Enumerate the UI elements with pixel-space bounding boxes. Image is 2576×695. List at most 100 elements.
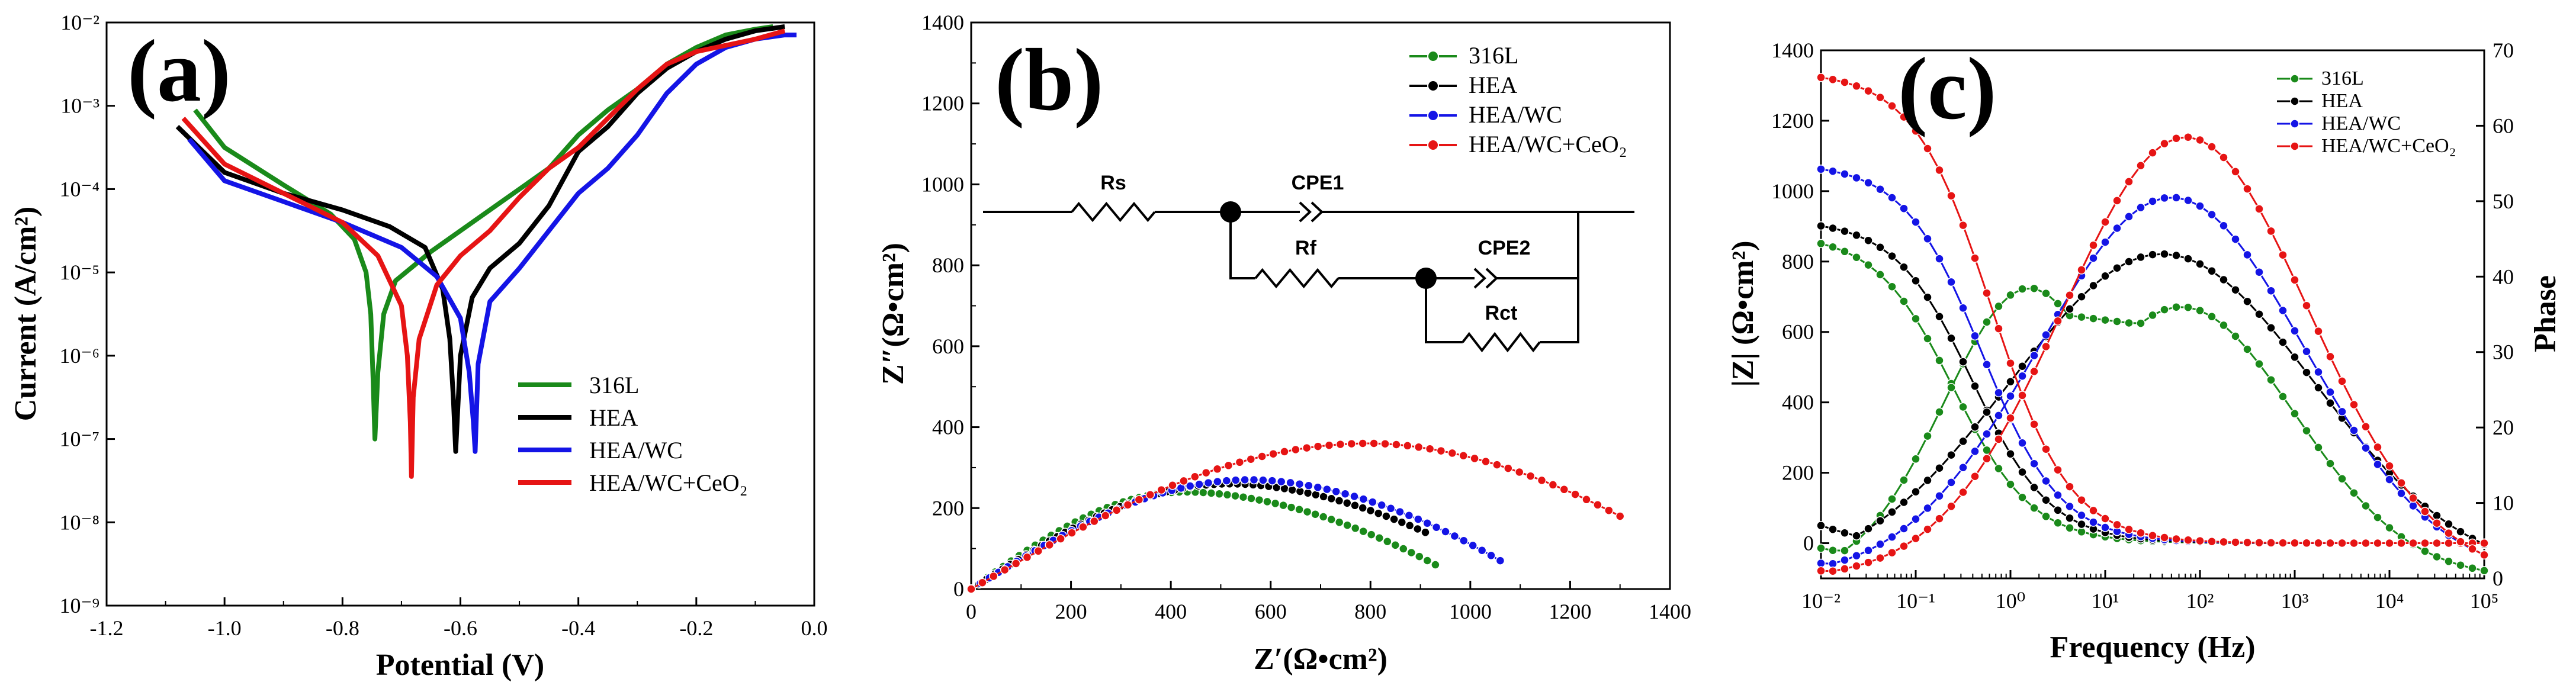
- equivalent-circuit: Rs CPE1 Rf CPE2 Rct: [983, 172, 1634, 353]
- phase-point: [2207, 142, 2217, 152]
- phase-point: [2444, 519, 2453, 529]
- modulus-point: [2160, 533, 2169, 542]
- data-point: [1486, 551, 1496, 561]
- data-point: [1350, 491, 1359, 501]
- phase-point: [2361, 422, 2371, 432]
- y2-tick-label: 40: [2493, 265, 2514, 288]
- phase-point: [1935, 491, 1944, 501]
- y2-tick-label: 0: [2493, 567, 2503, 590]
- phase-point: [2006, 391, 2015, 401]
- series-line-HEA/WC+CeO₂: [971, 442, 1621, 590]
- data-point: [1179, 476, 1189, 486]
- data-point: [1168, 481, 1177, 490]
- data-point: [1291, 445, 1300, 455]
- phase-point: [2195, 259, 2205, 269]
- y-tick-label: 0: [1803, 532, 1814, 555]
- data-point: [1263, 497, 1272, 507]
- modulus-point: [2018, 467, 2027, 477]
- panel-a: -1.2 -1.0 -0.8 -0.6 -0.4 -0.2 0.0 10⁻⁹ 10⁻⁸ 10⁻⁷…: [9, 11, 828, 682]
- phase-point: [2006, 413, 2015, 423]
- modulus-point: [2065, 482, 2074, 491]
- modulus-point: [2029, 503, 2039, 513]
- x-tick-label: 600: [1255, 600, 1287, 623]
- y-tick-label: 200: [1782, 461, 1814, 485]
- modulus-point: [1935, 356, 1944, 365]
- y-axis-label: Z″(Ω•cm²): [876, 243, 910, 385]
- phase-point: [2089, 281, 2098, 291]
- data-point: [1280, 447, 1289, 456]
- modulus-point: [1840, 78, 1849, 87]
- phase-point: [2077, 265, 2086, 275]
- phase-point: [2195, 305, 2205, 316]
- phase-point: [2290, 409, 2299, 419]
- modulus-point: [1864, 260, 1873, 270]
- data-point: [1548, 480, 1558, 490]
- phase-line-HEA: [1820, 253, 2485, 546]
- phase-point: [2124, 177, 2134, 186]
- phase-point: [2112, 263, 2122, 273]
- phase-point: [2349, 426, 2359, 435]
- x-tick-label: 1000: [1449, 600, 1492, 623]
- y-tick-label: 10⁻⁵: [59, 260, 99, 284]
- phase-point: [1816, 558, 1826, 568]
- phase-point: [2385, 461, 2394, 471]
- data-point: [1215, 489, 1224, 499]
- modulus-point: [1852, 230, 1861, 240]
- y-tick-label: 1200: [1771, 109, 1814, 133]
- phase-point: [2148, 250, 2157, 259]
- phase-point: [1947, 382, 1956, 392]
- panel-c: 10⁻² 10⁻¹ 10⁰ 10¹ 10² 10³ 10⁴ 10⁵ 0200400600800…: [1726, 38, 2562, 664]
- data-point: [1414, 442, 1424, 452]
- modulus-point: [2112, 520, 2122, 530]
- modulus-line-HEA: [1820, 225, 2484, 544]
- modulus-point: [1828, 166, 1838, 176]
- data-point: [1286, 478, 1295, 488]
- phase-point: [1911, 487, 1920, 497]
- data-point: [1374, 533, 1385, 543]
- phase-point: [1816, 543, 1826, 553]
- data-point: [1389, 514, 1399, 524]
- legend-label: HEA: [2321, 90, 2363, 112]
- legend-label: HEA/WC: [1469, 101, 1562, 128]
- x-tick-label: -1.2: [90, 616, 124, 640]
- modulus-point: [2254, 538, 2264, 548]
- phase-point: [2444, 556, 2453, 567]
- modulus-point: [1958, 303, 1968, 313]
- data-point: [1268, 449, 1278, 459]
- phase-point: [2456, 537, 2465, 546]
- circuit-label-cpe2: CPE2: [1478, 237, 1531, 259]
- phase-point: [2018, 371, 2027, 381]
- phase-point: [2195, 135, 2205, 145]
- x-axis-label: Potential (V): [376, 648, 544, 682]
- modulus-point: [2053, 506, 2063, 515]
- phase-point: [1958, 463, 1968, 472]
- phase-point: [2302, 346, 2311, 356]
- data-point: [1045, 540, 1054, 550]
- phase-point: [2314, 383, 2323, 392]
- y2-tick-label: 60: [2493, 114, 2514, 137]
- data-point: [1358, 503, 1367, 513]
- modulus-point: [1923, 292, 1932, 302]
- phase-point: [1911, 533, 1920, 543]
- circuit-label-cpe1: CPE1: [1292, 172, 1344, 194]
- x-tick-label: 1200: [1549, 600, 1591, 623]
- data-point: [1279, 500, 1288, 510]
- phase-point: [2314, 367, 2323, 377]
- phase-point: [2266, 226, 2276, 236]
- modulus-point: [1970, 253, 1980, 263]
- phase-point: [2254, 204, 2264, 214]
- data-point: [1286, 503, 1296, 512]
- modulus-point: [2077, 527, 2086, 537]
- phase-point: [2172, 302, 2181, 312]
- phase-point: [1828, 566, 1838, 576]
- phase-point: [2479, 566, 2489, 575]
- phase-point: [2077, 312, 2086, 322]
- data-point: [978, 578, 987, 587]
- phase-point: [2183, 132, 2193, 142]
- phase-point: [2100, 217, 2110, 227]
- phase-point: [1864, 546, 1873, 555]
- phase-point: [2183, 303, 2193, 312]
- data-point: [1340, 489, 1350, 498]
- phase-point: [2337, 474, 2347, 484]
